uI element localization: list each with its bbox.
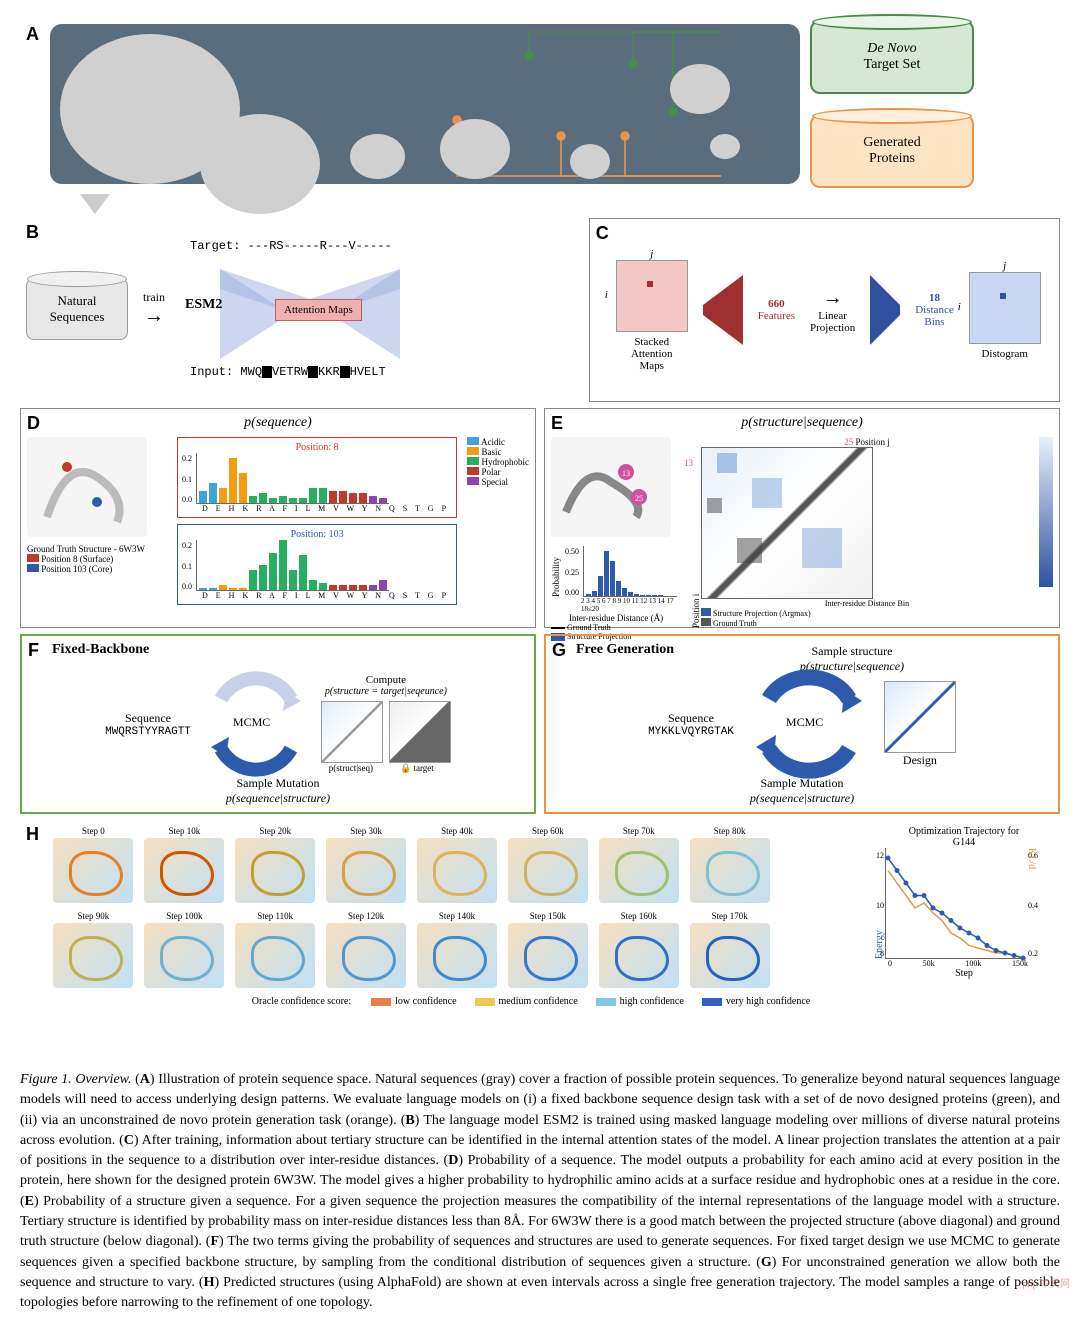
colorbar	[1039, 437, 1053, 587]
panel-f-title: Fixed-Backbone	[52, 642, 149, 658]
confidence-legend: Oracle confidence score: low confidencem…	[26, 996, 1054, 1007]
train-arrow-label: train	[143, 290, 165, 305]
distance-histogram: Probability 0.500.250.00 2 3 4 5 6 7 8 9…	[551, 546, 681, 641]
model-name-label: ESM2	[185, 297, 222, 313]
position-8-chart: Position: 8 0.20.10.0 D E H K R A F I L …	[177, 437, 457, 518]
stacked-attention-square: i	[616, 260, 688, 332]
generated-proteins-cylinder: Generated Proteins	[810, 114, 974, 188]
position-103-chart: Position: 103 0.20.10.0 D E H K R A F I …	[177, 524, 457, 605]
sequence-space-illustration	[50, 24, 800, 184]
panel-e-label: E	[551, 413, 563, 434]
panel-c: C j i Stacked Attention Maps 660 Feature…	[589, 218, 1060, 402]
contact-map-heatmap: Position i 25 Position j 13	[691, 437, 1053, 641]
panel-d-label: D	[27, 413, 40, 434]
protein-structure-e: 13 25	[551, 437, 671, 537]
protein-structure-6w3w	[27, 437, 147, 537]
lock-icon: 🔒	[400, 763, 411, 773]
panel-g: G Free Generation Sample structure p(str…	[544, 634, 1060, 814]
figure-1: A De Novo Target Set Generated Protei	[20, 20, 1060, 1314]
panel-h: H Step 0Step 10kStep 20kStep 30kStep 40k…	[20, 820, 1060, 1050]
svg-text:25: 25	[635, 494, 643, 503]
attention-maps-box: Attention Maps	[275, 299, 362, 321]
panel-d-title: p(sequence)	[27, 415, 529, 431]
figure-caption: Figure 1. Overview. (A) Illustration of …	[20, 1070, 1060, 1314]
esm2-model-diagram: Target: ---RS-----R---V----- ESM2 Attent…	[180, 239, 420, 379]
panel-b: B Natural Sequences train → Target: ---R…	[20, 218, 581, 402]
panel-f: F Fixed-Backbone Sequence MWQRSTYYRAGTT …	[20, 634, 536, 814]
panel-h-label: H	[26, 824, 39, 845]
panel-a-label: A	[26, 24, 39, 45]
panel-f-label: F	[28, 640, 39, 661]
target-matrix	[389, 701, 451, 763]
target-set-cylinder: De Novo Target Set	[810, 20, 974, 94]
design-matrix	[884, 681, 956, 753]
panel-e-title: p(structure|sequence)	[551, 415, 1053, 431]
mcmc-cycle-g: MCMC	[744, 669, 874, 779]
panel-b-label: B	[26, 222, 39, 243]
mcmc-cycle-f: MCMC	[201, 669, 311, 779]
natural-sequences-db: Natural Sequences	[26, 278, 128, 340]
panel-e: E p(structure|sequence) 1325 Probability…	[544, 408, 1060, 628]
amino-acid-legend: Acidic Basic Hydrophobic Polar Special	[467, 437, 529, 605]
projection-fan-icon	[703, 275, 743, 345]
arrow-down-icon	[80, 194, 110, 214]
bins-fan-icon	[870, 275, 900, 345]
pstruct-seq-matrix	[321, 701, 383, 763]
panel-a: A De Novo Target Set Generated Protei	[20, 20, 1060, 188]
panel-c-label: C	[596, 223, 609, 244]
watermark: php 中文网	[1023, 1275, 1071, 1290]
panel-d: D p(sequence) Ground Truth Structure - 6…	[20, 408, 536, 628]
input-sequence: MWQVETRWKKRHVELT	[240, 365, 385, 379]
optimization-trajectory-chart: Optimization Trajectory for G144 Energy …	[874, 826, 1054, 990]
svg-text:13: 13	[622, 469, 630, 478]
distogram-square: i	[969, 272, 1041, 344]
